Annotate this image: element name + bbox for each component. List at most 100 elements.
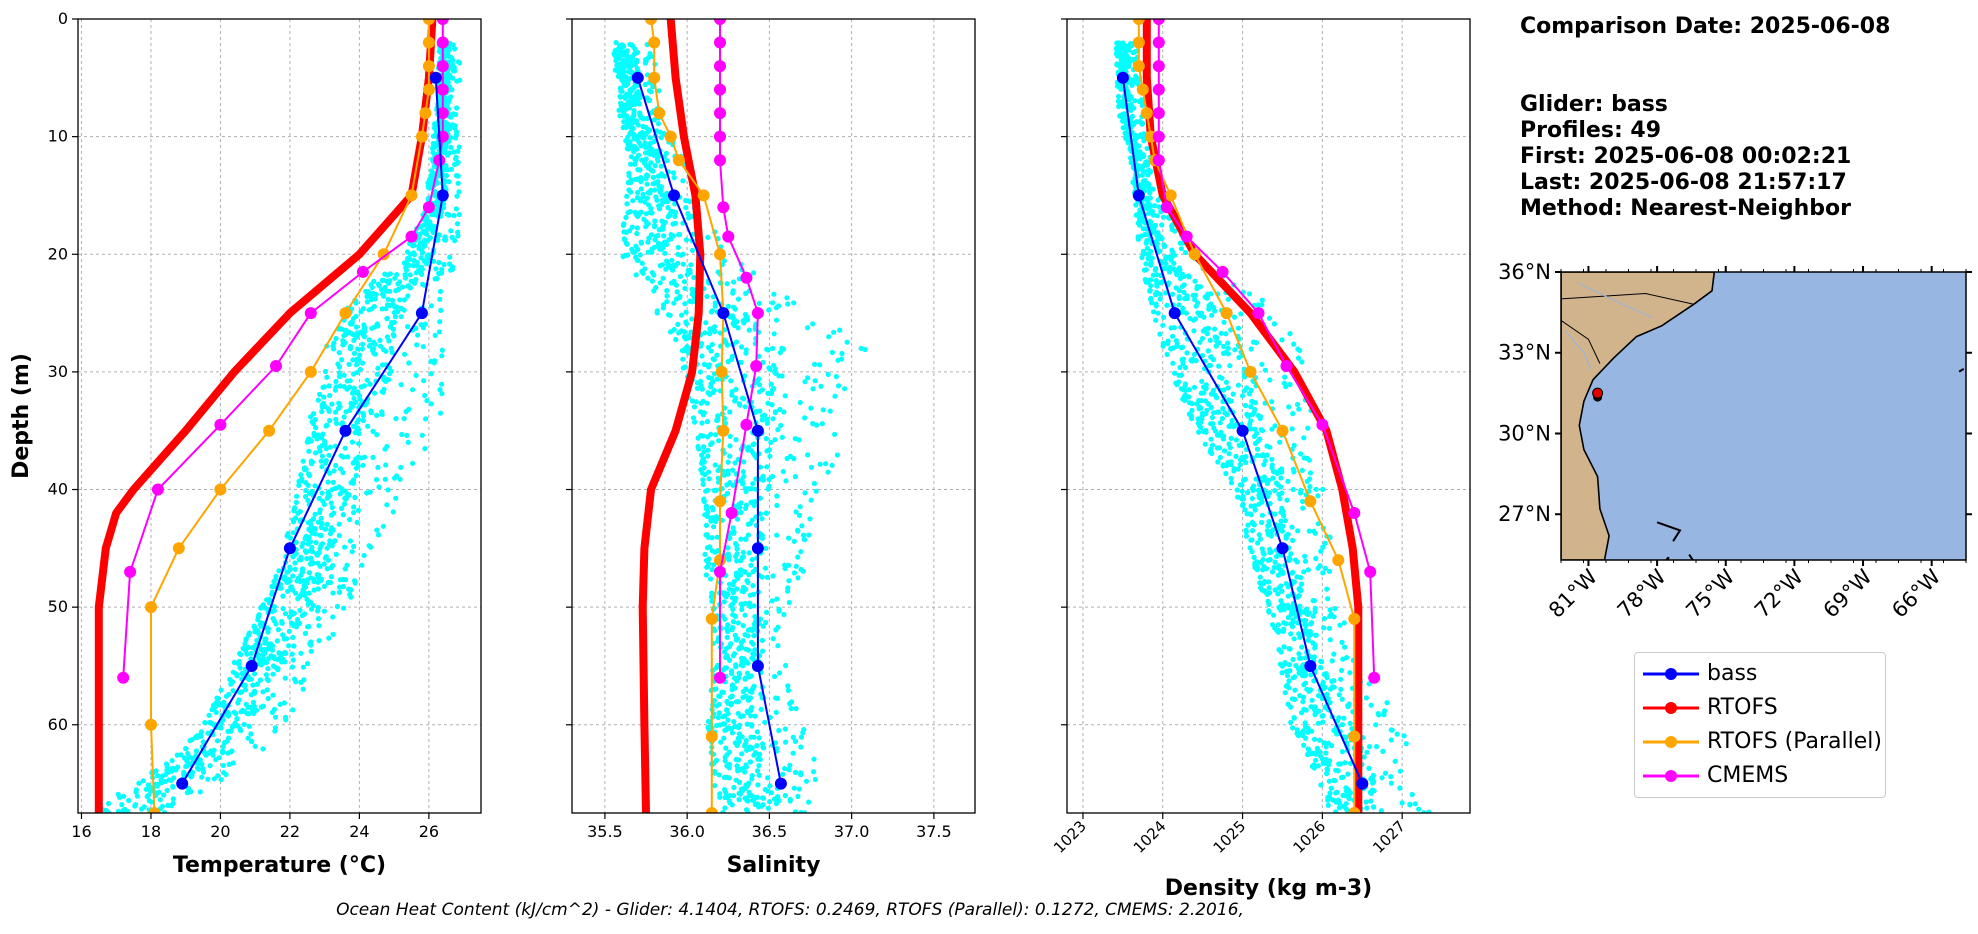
scatter-point <box>1255 302 1261 308</box>
series-point-rtofs-parallel <box>422 83 435 96</box>
scatter-point <box>420 229 426 235</box>
scatter-point <box>407 285 413 291</box>
scatter-point <box>1364 749 1370 755</box>
scatter-point <box>781 409 787 415</box>
scatter-point <box>162 778 168 785</box>
scatter-point <box>1272 423 1278 429</box>
scatter-point <box>308 642 314 648</box>
scatter-point <box>743 686 749 692</box>
scatter-point <box>1136 143 1142 149</box>
scatter-point <box>733 662 739 668</box>
scatter-point <box>265 666 271 672</box>
scatter-point <box>241 721 247 728</box>
scatter-point <box>773 317 780 323</box>
scatter-point <box>1127 93 1133 99</box>
scatter-point <box>827 408 833 414</box>
scatter-point <box>1277 439 1283 445</box>
scatter-point <box>637 95 643 101</box>
scatter-point <box>333 335 339 342</box>
scatter-point <box>206 712 212 718</box>
series-cmems <box>117 19 449 684</box>
scatter-point <box>634 257 640 263</box>
scatter-point <box>657 186 663 192</box>
scatter-point <box>1180 360 1186 367</box>
scatter-point <box>1160 340 1166 346</box>
scatter-point <box>684 271 690 278</box>
scatter-point <box>271 583 277 590</box>
scatter-point <box>1236 354 1242 361</box>
scatter-point <box>768 439 774 446</box>
scatter-point <box>1321 615 1327 622</box>
scatter-point <box>133 802 139 808</box>
scatter-point <box>1311 598 1317 604</box>
scatter-point <box>243 687 249 693</box>
scatter-point <box>251 624 257 630</box>
scatter-point <box>319 464 325 470</box>
scatter-point <box>1280 602 1286 608</box>
scatter-point <box>410 387 416 393</box>
scatter-point <box>798 566 804 573</box>
scatter-point <box>687 267 693 273</box>
scatter-point <box>1150 272 1156 278</box>
scatter-point <box>1279 505 1285 511</box>
scatter-point <box>1392 758 1398 764</box>
scatter-point <box>715 269 721 275</box>
scatter-point <box>437 97 443 103</box>
scatter-point <box>308 555 314 561</box>
scatter-point <box>729 601 735 608</box>
scatter-point <box>1323 750 1329 756</box>
scatter-point <box>342 544 348 550</box>
scatter-point <box>1235 494 1241 500</box>
scatter-point <box>450 58 456 64</box>
scatter-point <box>282 611 289 617</box>
scatter-point <box>430 140 436 147</box>
scatter-point <box>771 291 777 297</box>
scatter-point <box>745 532 752 538</box>
scatter-point <box>1266 585 1272 591</box>
scatter-point <box>1223 331 1229 337</box>
scatter-point <box>1125 88 1131 94</box>
series-point-rtofs-parallel <box>1348 807 1361 813</box>
scatter-point <box>1129 77 1135 83</box>
series-rtofs-parallel <box>145 19 435 813</box>
scatter-point <box>767 783 773 789</box>
scatter-point <box>1180 356 1187 362</box>
scatter-point <box>1288 551 1294 557</box>
scatter-point <box>662 219 669 225</box>
scatter-point <box>298 650 304 656</box>
scatter-point <box>1259 519 1265 526</box>
scatter-point <box>454 193 460 199</box>
scatter-point <box>282 675 288 681</box>
scatter-point <box>654 308 660 314</box>
scatter-point <box>727 535 733 541</box>
scatter-point <box>745 798 751 804</box>
scatter-point <box>811 769 817 775</box>
scatter-point <box>721 599 727 605</box>
scatter-point <box>1279 337 1285 343</box>
scatter-point <box>689 316 695 322</box>
scatter-point <box>731 651 738 657</box>
scatter-point <box>738 662 745 668</box>
scatter-point <box>327 470 333 476</box>
scatter-point <box>1208 301 1214 307</box>
scatter-point <box>757 756 763 763</box>
scatter-point <box>1326 778 1332 784</box>
scatter-point <box>705 453 711 459</box>
scatter-point <box>699 353 705 359</box>
scatter-point <box>748 486 754 492</box>
scatter-point <box>705 434 711 440</box>
scatter-point <box>745 809 751 813</box>
scatter-point <box>1313 757 1319 763</box>
scatter-point <box>439 347 445 353</box>
scatter-point <box>746 550 752 556</box>
scatter-point <box>1310 613 1316 619</box>
scatter-point <box>727 433 733 439</box>
scatter-point <box>398 305 404 311</box>
scatter-point <box>143 786 149 792</box>
scatter-point <box>439 353 445 359</box>
scatter-point <box>374 321 380 327</box>
x-tick-label: 16 <box>71 822 91 841</box>
scatter-point <box>290 587 296 593</box>
scatter-point <box>1326 625 1332 631</box>
scatter-point <box>791 538 797 545</box>
